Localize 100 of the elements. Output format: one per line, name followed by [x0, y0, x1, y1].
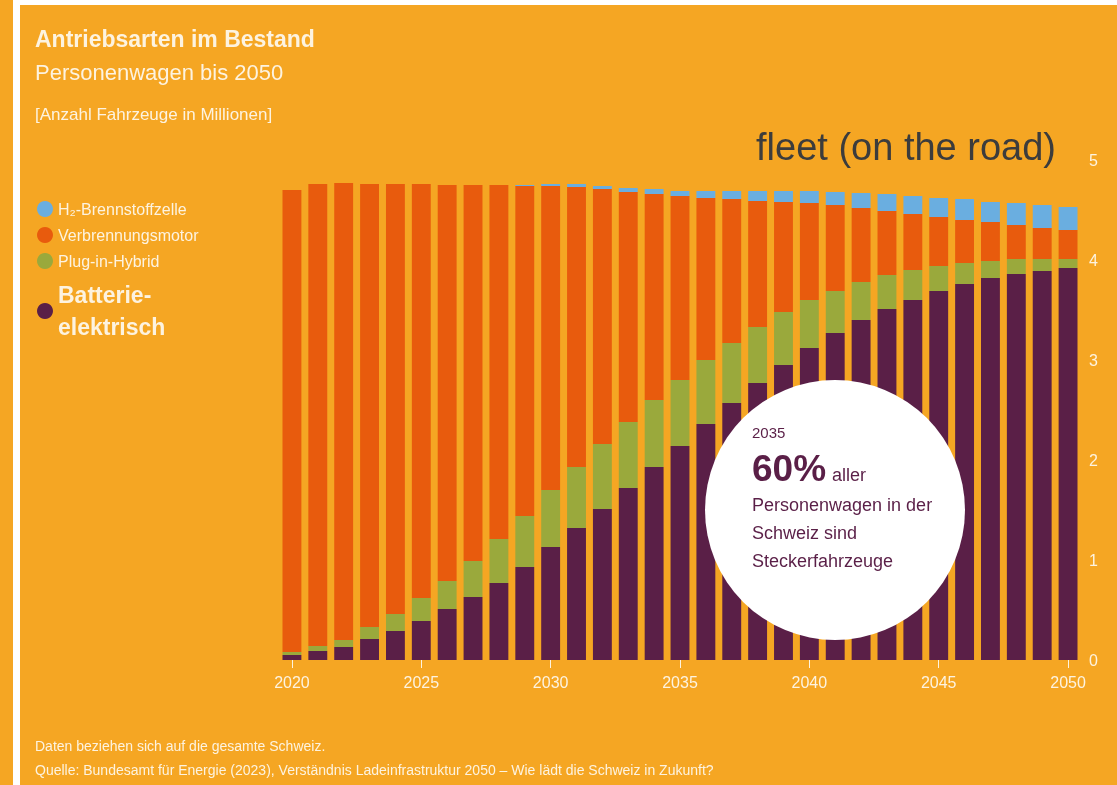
bar [644, 194, 664, 400]
bar [670, 446, 690, 660]
bar [411, 621, 431, 660]
bar [541, 547, 561, 660]
y-tick-label: 5 [1089, 151, 1098, 169]
bar [748, 201, 768, 327]
bar [282, 652, 302, 655]
bar [670, 380, 690, 446]
legend-label: H₂-Brennstoffzelle [58, 200, 187, 218]
source-note: Quelle: Bundesamt für Energie (2023), Verständnis Ladeinfrastruktur 2050 – Wie lädt die Schweiz in Zukunft? [35, 762, 714, 778]
bar [592, 189, 612, 444]
bar [1058, 230, 1078, 259]
bar [774, 191, 793, 202]
x-tick-label: 2030 [532, 673, 569, 691]
bar [360, 627, 379, 639]
bar [541, 186, 561, 490]
bar [955, 263, 975, 284]
bar [489, 185, 509, 539]
bar [955, 220, 975, 263]
bar [282, 655, 302, 660]
bar [670, 191, 690, 196]
bar [411, 598, 431, 621]
bar [1032, 228, 1052, 259]
y-tick-label: 4 [1089, 251, 1098, 269]
bar [463, 185, 483, 561]
bar [981, 261, 1000, 278]
bar [981, 278, 1000, 660]
x-tick-label: 2050 [1050, 673, 1086, 691]
bar [541, 490, 561, 547]
bar [1006, 225, 1026, 259]
bar [489, 583, 509, 660]
bar [748, 327, 768, 383]
bar [981, 222, 1000, 261]
bar [567, 184, 586, 187]
y-tick-label: 1 [1089, 551, 1098, 569]
bar [567, 467, 586, 528]
bar [618, 188, 638, 192]
bar [334, 183, 354, 640]
bar [1006, 274, 1026, 660]
bar [825, 291, 845, 333]
bar [670, 196, 690, 380]
bar [385, 614, 405, 631]
bar [851, 282, 871, 320]
bar [825, 205, 845, 291]
y-tick-label: 3 [1089, 351, 1098, 369]
bar [489, 539, 509, 583]
bar [567, 187, 586, 467]
bar [463, 597, 483, 660]
bar [567, 528, 586, 660]
bar [515, 186, 535, 516]
bar [851, 208, 871, 282]
bar [644, 189, 664, 194]
bar [618, 488, 638, 660]
bar [877, 275, 897, 309]
annotation: 2035 [752, 424, 787, 441]
bar [722, 343, 742, 403]
bar [592, 186, 612, 189]
legend-label: Batterie-elektrisch [58, 282, 166, 340]
bar [774, 312, 793, 365]
bar [360, 184, 379, 627]
y-axis-title: [Anzahl Fahrzeuge in Millionen] [35, 105, 273, 124]
legend-label: Plug-in-Hybrid [58, 252, 160, 270]
y-tick-label: 2 [1089, 451, 1098, 469]
bar [851, 193, 871, 208]
bar [644, 467, 664, 660]
bar [1032, 259, 1052, 271]
bar [1006, 203, 1026, 225]
bar [334, 640, 354, 647]
bar [618, 192, 638, 422]
y-tick-label: 0 [1089, 651, 1098, 669]
bar [385, 184, 405, 614]
bar [308, 651, 328, 660]
annotation: 60% [752, 448, 827, 489]
bar [1058, 207, 1078, 230]
bar [929, 266, 949, 291]
bar [463, 561, 483, 597]
bar [334, 647, 354, 660]
bar [903, 214, 923, 270]
x-tick-label: 2025 [403, 673, 440, 691]
bar [1032, 271, 1052, 660]
bar [308, 646, 328, 651]
bar [1006, 259, 1026, 274]
bar [955, 199, 975, 220]
bar [592, 509, 612, 660]
bar [903, 196, 923, 214]
bar [437, 581, 457, 609]
bar [877, 194, 897, 211]
bar [515, 516, 535, 567]
bar [411, 184, 431, 598]
bar [437, 185, 457, 581]
bar [592, 444, 612, 509]
bar [877, 211, 897, 275]
bar [1058, 268, 1078, 660]
bar [696, 191, 716, 198]
bar [748, 191, 768, 201]
chart-subtitle: Personenwagen bis 2050 [35, 59, 284, 85]
bar [929, 217, 949, 266]
bar [825, 192, 845, 205]
x-tick-label: 2045 [920, 673, 957, 691]
bar [618, 422, 638, 488]
